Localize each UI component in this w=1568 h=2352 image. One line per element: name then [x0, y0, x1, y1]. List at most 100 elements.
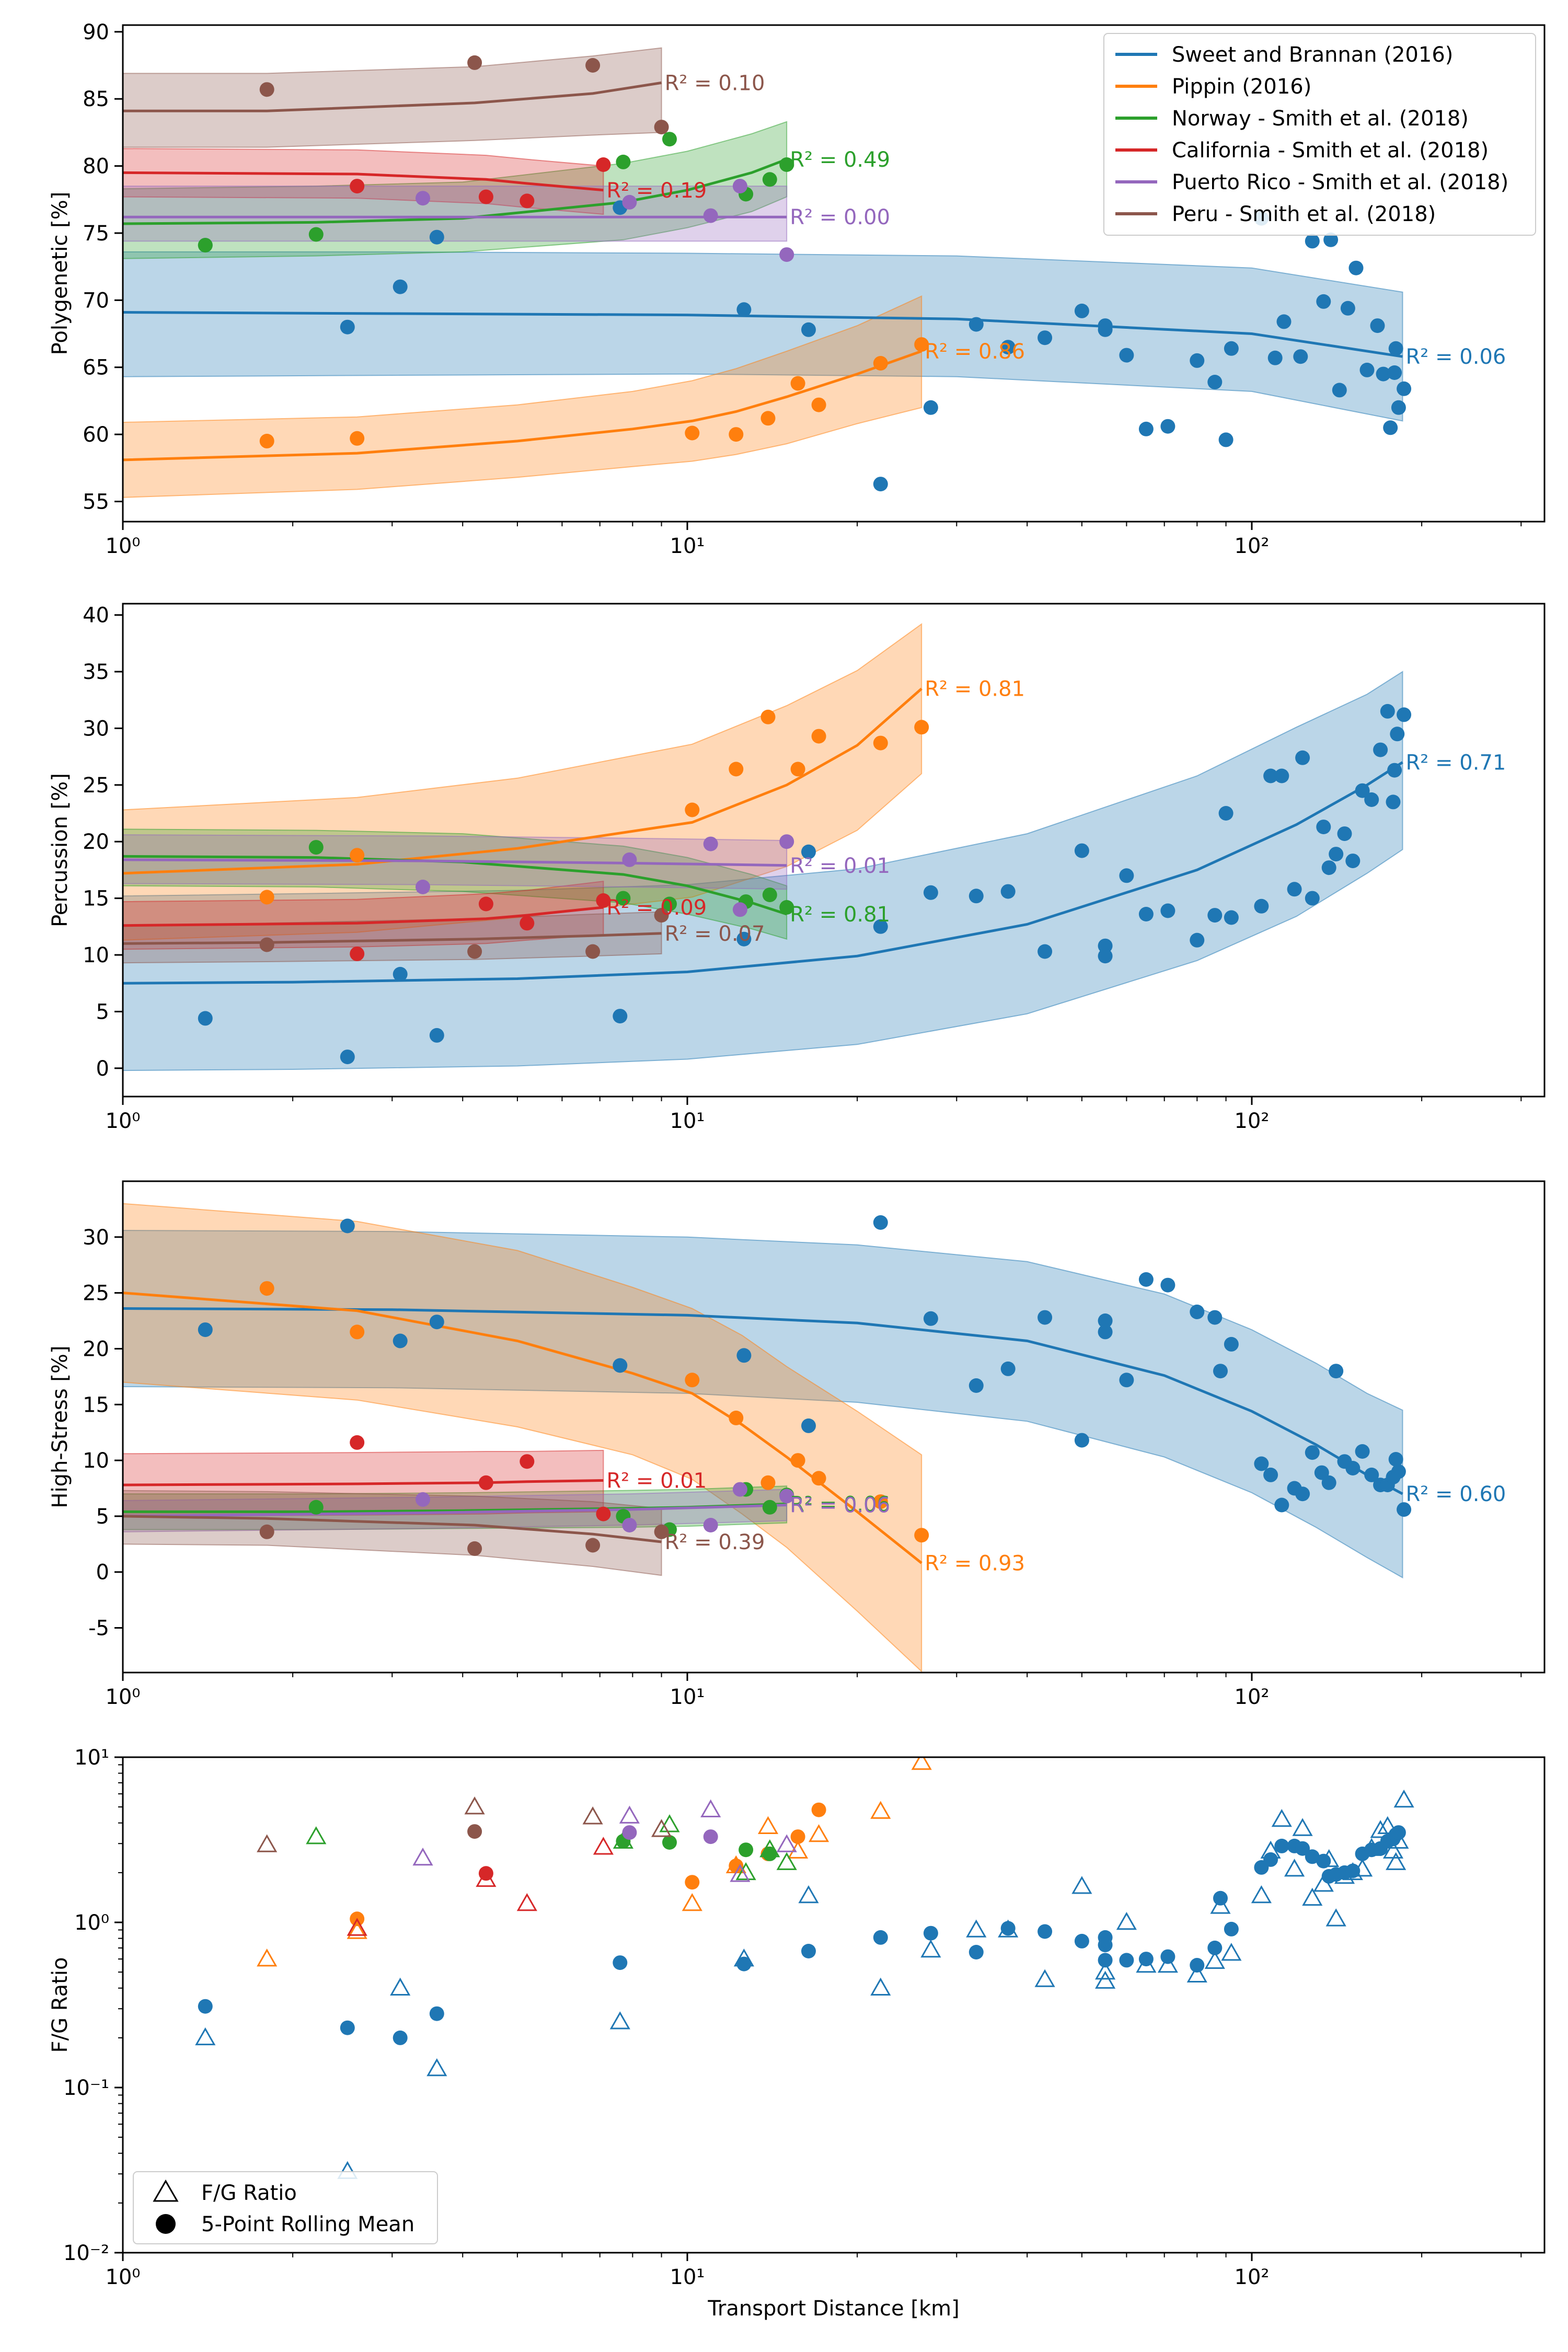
- point-sweet-32: [1345, 1461, 1361, 1475]
- point-peru-3: [654, 120, 669, 135]
- fit-line-pippin: [123, 687, 923, 875]
- point-puerto_rico-0: [416, 1492, 430, 1507]
- r2-label-california: R² = 0.19: [606, 179, 707, 203]
- rolling-mean-sweet-24: [1263, 1852, 1278, 1867]
- point-puerto_rico-4: [779, 834, 794, 849]
- fit-line-pippin: [123, 1292, 923, 1564]
- ratio-marker-sweet-7: [870, 1977, 891, 1996]
- point-sweet-10: [1000, 1361, 1016, 1376]
- rolling-mean-sweet-29: [1316, 1853, 1331, 1869]
- ratio-marker-pippin-1: [347, 1921, 367, 1939]
- band-sweet: [123, 1229, 1403, 1579]
- point-pippin-0: [259, 890, 274, 905]
- point-sweet-39: [1391, 1464, 1406, 1479]
- x-tick-label: 10⁰: [106, 1685, 141, 1709]
- rolling-mean-sweet-12: [1074, 1933, 1089, 1949]
- rolling-mean-sweet-2: [393, 2030, 408, 2045]
- rolling-mean-sweet-9: [969, 1945, 984, 1959]
- point-norway-1: [308, 227, 324, 242]
- point-pippin-6: [811, 397, 826, 412]
- point-sweet-32: [1359, 362, 1375, 377]
- y-tick-label: 90: [83, 20, 109, 44]
- fit-line-pippin: [123, 350, 923, 462]
- y-tick-label: 25: [83, 1282, 109, 1306]
- point-sweet-14: [1098, 322, 1113, 337]
- ratio-marker-sweet-13: [1095, 1962, 1116, 1980]
- r2-label-puerto_rico: R² = 0.06: [790, 1494, 890, 1518]
- point-pippin-4: [760, 709, 776, 724]
- point-sweet-12: [1074, 303, 1089, 318]
- legend-label-sweet: Sweet and Brannan (2016): [1172, 43, 1453, 67]
- point-puerto_rico-3: [732, 902, 747, 917]
- rolling-mean-sweet-8: [923, 1926, 938, 1941]
- point-sweet-28: [1316, 820, 1331, 835]
- r2-label-puerto_rico: R² = 0.00: [790, 205, 890, 229]
- r2-label-california: R² = 0.01: [606, 1469, 707, 1493]
- fit-line-peru: [123, 932, 662, 945]
- point-sweet-5: [736, 1348, 752, 1363]
- ratio-marker-sweet-9: [966, 1919, 987, 1938]
- axes-frame: [122, 1756, 1546, 2254]
- ratio-marker-pippin-7: [870, 1801, 891, 1819]
- point-sweet-13: [1098, 938, 1113, 953]
- point-pippin-8: [914, 337, 929, 352]
- point-california-1: [478, 1475, 493, 1490]
- r2-label-norway: R² = 0.49: [790, 148, 890, 172]
- point-sweet-29: [1332, 383, 1347, 398]
- point-puerto_rico-4: [779, 1489, 794, 1504]
- point-sweet-37: [1388, 341, 1403, 356]
- point-pippin-0: [259, 1281, 274, 1296]
- point-sweet-38: [1391, 400, 1406, 415]
- r2-label-california: R² = 0.09: [606, 896, 707, 920]
- legend-top: Sweet and Brannan (2016) Pippin (2016) Nor…: [1103, 33, 1536, 236]
- ratio-marker-sweet-19: [1204, 1951, 1225, 1969]
- point-sweet-33: [1355, 783, 1370, 798]
- band-sweet: [123, 671, 1403, 1071]
- point-sweet-17: [1160, 903, 1175, 918]
- ratio-marker-pippin-2: [682, 1893, 702, 1911]
- plot-area: [123, 47, 1412, 498]
- point-sweet-12: [1074, 843, 1089, 858]
- ratio-marker-california-3: [593, 1837, 614, 1855]
- rolling-mean-sweet-3: [429, 2006, 444, 2021]
- point-norway-4: [762, 1500, 777, 1515]
- y-tick-label: 0: [96, 1057, 109, 1081]
- ratio-marker-california-0: [347, 1918, 367, 1936]
- fit-line-peru: [123, 81, 662, 112]
- point-sweet-34: [1364, 792, 1379, 807]
- point-sweet-3: [429, 229, 444, 245]
- ratio-marker-sweet-24: [1271, 1809, 1292, 1827]
- point-sweet-39: [1397, 381, 1412, 396]
- rolling-mean-sweet-6: [801, 1944, 816, 1958]
- point-puerto_rico-0: [416, 880, 430, 894]
- ratio-marker-sweet-15: [1116, 1911, 1137, 1930]
- panel-3: R² = 0.60 R² = 0.93 R² = 0.06 R² = 0.01 R² =…: [48, 1180, 1546, 1709]
- point-sweet-27: [1305, 891, 1320, 906]
- point-sweet-7: [873, 477, 888, 492]
- r2-label-peru: R² = 0.07: [665, 922, 765, 946]
- ratio-marker-norway-5: [776, 1852, 797, 1870]
- x-tick-label: 10¹: [670, 534, 705, 558]
- point-sweet-33: [1370, 318, 1385, 333]
- point-sweet-7: [873, 1215, 888, 1230]
- point-sweet-25: [1293, 349, 1308, 364]
- point-sweet-36: [1387, 365, 1402, 380]
- point-norway-5: [779, 900, 794, 915]
- ratio-marker-sweet-30: [1325, 1908, 1346, 1927]
- y-tick-label: 65: [83, 356, 109, 380]
- point-sweet-9: [969, 317, 984, 332]
- rolling-mean-sweet-1: [340, 2020, 355, 2035]
- rolling-mean-norway-3: [762, 1846, 777, 1861]
- point-pippin-4: [760, 411, 776, 426]
- y-tick-label: 10⁰: [74, 1911, 109, 1935]
- point-sweet-27: [1316, 294, 1331, 309]
- x-tick-label: 10⁰: [106, 1109, 141, 1133]
- rolling-mean-norway-2: [739, 1842, 754, 1858]
- ratio-marker-peru-2: [582, 1806, 603, 1825]
- point-sweet-14: [1098, 1324, 1113, 1340]
- point-puerto_rico-0: [416, 191, 430, 206]
- rolling-mean-pippin-5: [811, 1802, 826, 1817]
- fit-line-puerto_rico: [123, 1504, 787, 1518]
- point-california-0: [350, 179, 365, 194]
